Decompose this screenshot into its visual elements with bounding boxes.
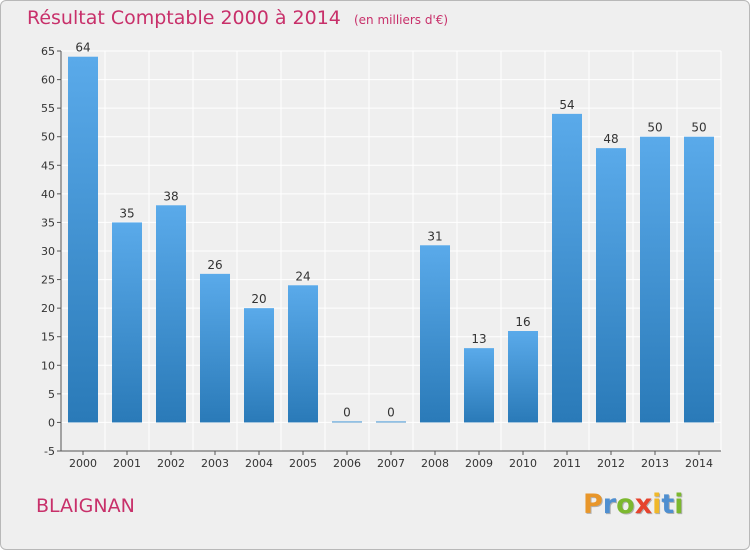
bar-value-label: 0 (343, 405, 351, 419)
bar-value-label: 20 (251, 292, 266, 306)
chart-subtitle: (en milliers d'€) (353, 13, 449, 27)
y-tick-label: 45 (41, 159, 55, 172)
x-tick-label: 2008 (421, 457, 449, 470)
bar-value-label: 54 (559, 98, 574, 112)
x-tick-label: 2007 (377, 457, 405, 470)
y-tick-label: 50 (41, 131, 55, 144)
bar (68, 56, 98, 423)
bars (68, 56, 714, 423)
bar-value-label: 26 (207, 258, 222, 272)
bar (596, 148, 626, 423)
x-tick-label: 2009 (465, 457, 493, 470)
logo-letter: i (652, 489, 662, 520)
axes (57, 50, 721, 455)
x-tick-label: 2013 (641, 457, 669, 470)
bar (332, 421, 362, 423)
logo-letter: x (634, 489, 653, 520)
y-tick-label: 30 (41, 245, 55, 258)
bar (640, 136, 670, 423)
y-tick-label: 25 (41, 274, 55, 287)
logo-letter: r (602, 489, 617, 520)
bar-value-label: 13 (471, 332, 486, 346)
y-tick-label: 15 (41, 331, 55, 344)
y-tick-label: 65 (41, 45, 55, 58)
y-tick-label: -5 (44, 445, 55, 458)
x-tick-label: 2001 (113, 457, 141, 470)
bar (200, 273, 230, 423)
x-tick-label: 2002 (157, 457, 185, 470)
x-tick-label: 2004 (245, 457, 273, 470)
x-tick-label: 2006 (333, 457, 361, 470)
logo-letter: P (583, 489, 603, 520)
x-tick-label: 2003 (201, 457, 229, 470)
y-tick-label: 40 (41, 188, 55, 201)
y-tick-label: 35 (41, 216, 55, 229)
logo-letter: o (616, 489, 635, 520)
bar-value-label: 48 (603, 132, 618, 146)
chart-title: Résultat Comptable 2000 à 2014 (27, 7, 341, 29)
bar-value-label: 0 (387, 405, 395, 419)
bar (288, 285, 318, 423)
bar (684, 136, 714, 423)
commune-name: BLAIGNAN (36, 495, 135, 517)
x-tick-label: 2005 (289, 457, 317, 470)
bar-value-label: 31 (427, 229, 442, 243)
bar-value-label: 50 (691, 121, 706, 135)
bar (552, 113, 582, 423)
bar (244, 308, 274, 423)
bar-value-label: 35 (119, 206, 134, 220)
bar-value-label: 64 (75, 41, 90, 55)
y-tick-label: 10 (41, 359, 55, 372)
x-tick-label: 2014 (685, 457, 713, 470)
bar (112, 222, 142, 423)
bar (156, 205, 186, 423)
x-tick-label: 2010 (509, 457, 537, 470)
proxiti-logo: Proxiti (583, 489, 684, 520)
bar (376, 421, 406, 423)
x-tick-label: 2012 (597, 457, 625, 470)
logo-letter: i (674, 489, 684, 520)
x-tick-label: 2011 (553, 457, 581, 470)
y-tick-label: 5 (48, 388, 55, 401)
bar-value-label: 50 (647, 121, 662, 135)
bar (508, 331, 538, 423)
bar-value-label: 24 (295, 269, 310, 283)
bar-value-label: 38 (163, 189, 178, 203)
logo-letter: t (661, 489, 675, 520)
x-tick-label: 2000 (69, 457, 97, 470)
y-tick-label: 55 (41, 102, 55, 115)
bar (420, 245, 450, 423)
bar-value-label: 16 (515, 315, 530, 329)
title-row: Résultat Comptable 2000 à 2014 (en milli… (27, 7, 448, 29)
bar (464, 348, 494, 423)
y-tick-label: 20 (41, 302, 55, 315)
y-tick-label: 60 (41, 74, 55, 87)
y-tick-label: 0 (48, 416, 55, 429)
